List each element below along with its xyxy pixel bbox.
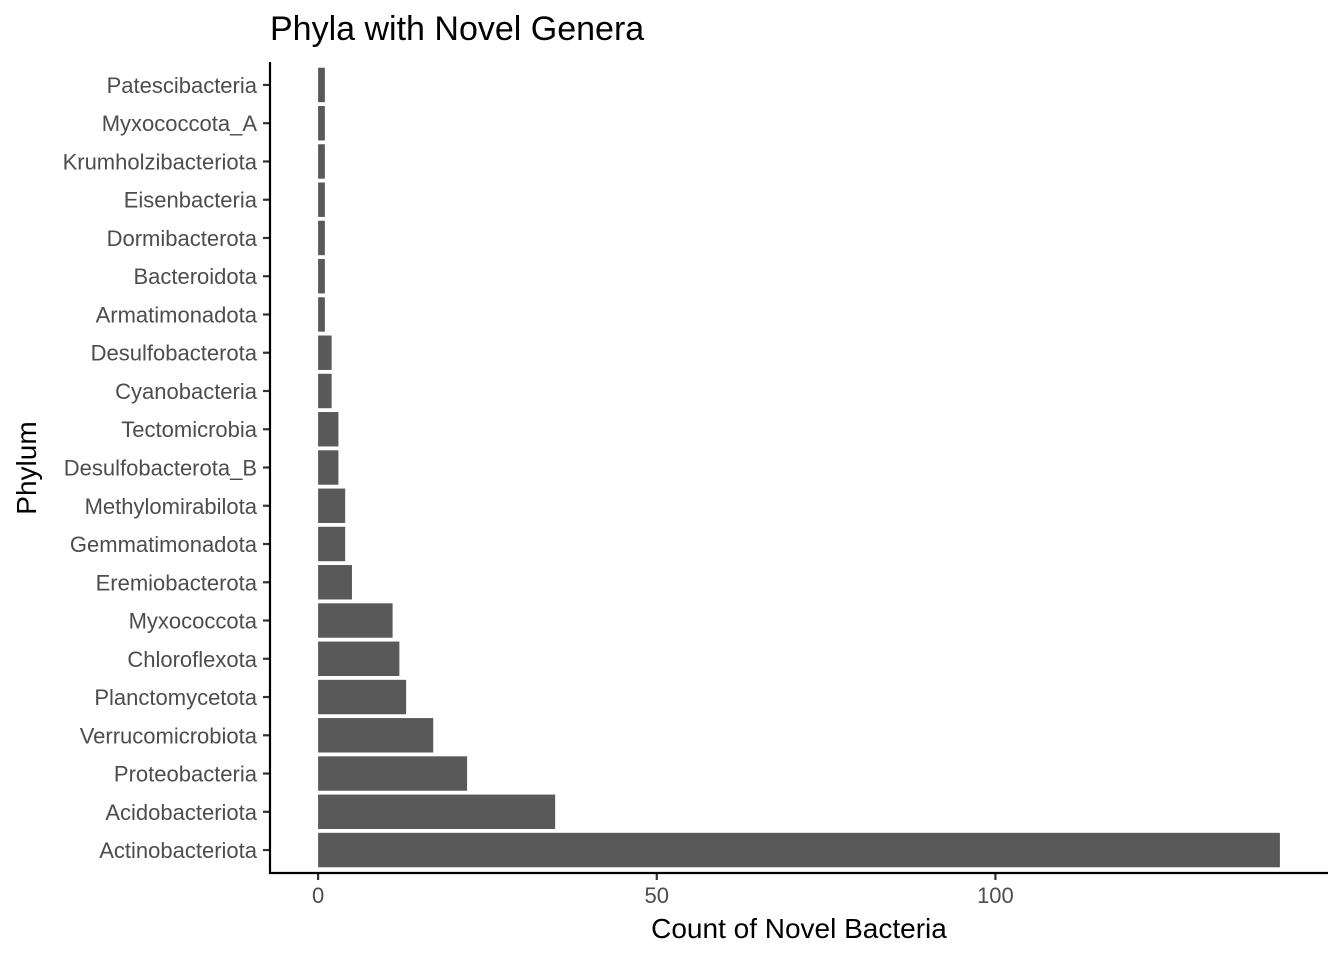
x-axis-title: Count of Novel Bacteria bbox=[651, 913, 947, 944]
y-tick-label: Verrucomicrobiota bbox=[80, 723, 258, 748]
x-tick-label: 50 bbox=[645, 883, 669, 908]
chart-title: Phyla with Novel Genera bbox=[270, 10, 644, 48]
bar-eremiobacterota bbox=[318, 565, 352, 600]
y-tick-label: Actinobacteriota bbox=[99, 838, 258, 863]
y-tick-label: Desulfobacterota bbox=[91, 341, 258, 366]
bar-acidobacteriota bbox=[318, 794, 556, 830]
y-tick-label: Eisenbacteria bbox=[124, 188, 258, 213]
bar-myxococcota-a bbox=[318, 105, 325, 141]
bar-krumholzibacteriota bbox=[318, 144, 325, 179]
bar-armatimonadota bbox=[318, 297, 325, 332]
x-tick-label: 100 bbox=[977, 883, 1014, 908]
bar-bacteroidota bbox=[318, 259, 325, 294]
x-axis-ticks: 0 50 100 bbox=[312, 873, 1014, 908]
y-tick-label: Desulfobacterota_B bbox=[64, 456, 257, 481]
y-tick-label: Myxococcota bbox=[129, 609, 258, 634]
bars-group bbox=[318, 67, 1280, 868]
y-tick-label: Gemmatimonadota bbox=[70, 532, 258, 557]
y-tick-label: Methylomirabilota bbox=[85, 494, 258, 519]
bar-eisenbacteria bbox=[318, 182, 325, 217]
y-axis-ticks: Actinobacteriota Acidobacteriota Proteobac… bbox=[63, 73, 270, 863]
y-tick-label: Dormibacterota bbox=[107, 226, 258, 251]
bar-chloroflexota bbox=[318, 641, 400, 676]
x-tick-label: 0 bbox=[312, 883, 324, 908]
bar-gemmatimonadota bbox=[318, 526, 346, 562]
y-tick-label: Patescibacteria bbox=[107, 73, 258, 98]
bar-cyanobacteria bbox=[318, 373, 332, 409]
bar-methylomirabilota bbox=[318, 488, 346, 523]
y-tick-label: Bacteroidota bbox=[133, 264, 257, 289]
y-tick-label: Armatimonadota bbox=[96, 302, 258, 327]
bar-myxococcota bbox=[318, 603, 393, 638]
bar-patescibacteria bbox=[318, 67, 325, 103]
y-tick-label: Proteobacteria bbox=[114, 762, 258, 787]
bar-proteobacteria bbox=[318, 756, 468, 791]
bar-desulfobacterota-b bbox=[318, 450, 339, 485]
y-tick-label: Chloroflexota bbox=[127, 647, 257, 672]
bar-actinobacteriota bbox=[318, 832, 1280, 868]
y-tick-label: Tectomicrobia bbox=[121, 417, 257, 442]
bar-planctomycetota bbox=[318, 679, 407, 715]
y-tick-label: Krumholzibacteriota bbox=[63, 149, 258, 174]
y-tick-label: Cyanobacteria bbox=[115, 379, 258, 404]
y-tick-label: Planctomycetota bbox=[94, 685, 257, 710]
y-tick-label: Acidobacteriota bbox=[105, 800, 257, 825]
y-axis-title: Phylum bbox=[11, 421, 42, 514]
bar-tectomicrobia bbox=[318, 412, 339, 447]
bar-desulfobacterota bbox=[318, 335, 332, 370]
y-tick-label: Eremiobacterota bbox=[96, 570, 258, 595]
bar-dormibacterota bbox=[318, 220, 325, 256]
y-tick-label: Myxococcota_A bbox=[102, 111, 258, 136]
bar-verrucomicrobiota bbox=[318, 718, 434, 753]
